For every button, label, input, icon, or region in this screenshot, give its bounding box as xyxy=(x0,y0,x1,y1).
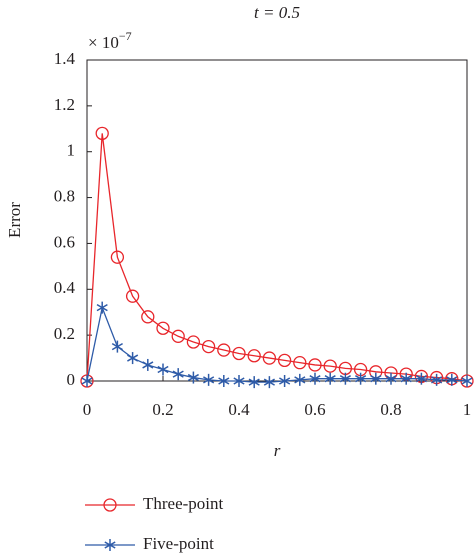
marker-stroke xyxy=(415,375,427,383)
x-tick-label: 0.6 xyxy=(304,400,325,419)
marker xyxy=(277,353,292,368)
marker-stroke xyxy=(248,378,260,386)
marker xyxy=(461,375,473,387)
marker-stroke xyxy=(385,375,397,383)
marker xyxy=(127,352,139,365)
marker-stroke xyxy=(187,373,199,382)
marker xyxy=(157,363,169,376)
marker xyxy=(187,371,199,384)
marker xyxy=(339,372,351,385)
marker-stroke xyxy=(370,375,382,383)
marker xyxy=(446,373,458,386)
marker-stroke xyxy=(355,375,367,383)
marker xyxy=(370,372,382,385)
marker xyxy=(201,339,216,354)
legend-label: Three-point xyxy=(143,494,224,513)
legend-label: Five-point xyxy=(143,534,214,553)
marker-stroke xyxy=(203,376,215,384)
x-tick-label: 0 xyxy=(83,400,92,419)
chart-title: t = 0.5 xyxy=(254,3,300,22)
marker xyxy=(104,539,116,551)
marker xyxy=(415,372,427,385)
marker xyxy=(308,358,322,372)
marker-stroke xyxy=(96,303,108,312)
y-tick-label: 0.8 xyxy=(54,186,75,205)
plot-frame xyxy=(86,59,468,382)
marker xyxy=(233,375,245,387)
marker xyxy=(263,376,275,389)
marker xyxy=(96,301,108,314)
marker-stroke xyxy=(127,354,139,362)
marker xyxy=(186,335,201,349)
marker xyxy=(110,250,125,264)
y-tick-label: 1.4 xyxy=(54,49,76,68)
marker xyxy=(203,373,215,386)
y-multiplier: × 10−7 xyxy=(88,29,132,52)
x-tick-label: 0.8 xyxy=(380,400,401,419)
marker xyxy=(279,375,291,387)
y-tick-label: 0.4 xyxy=(54,278,76,297)
marker-stroke xyxy=(111,342,123,351)
marker-stroke xyxy=(233,377,245,385)
marker xyxy=(125,289,140,303)
marker xyxy=(293,356,307,370)
marker-stroke xyxy=(324,375,336,383)
marker-stroke xyxy=(263,378,275,386)
marker xyxy=(156,321,170,335)
y-tick-label: 1 xyxy=(67,141,76,160)
marker xyxy=(309,372,321,385)
marker xyxy=(431,373,443,386)
marker-stroke xyxy=(81,377,93,385)
marker xyxy=(172,368,184,381)
marker-stroke xyxy=(339,375,351,383)
series-line xyxy=(86,133,468,382)
multiplier-exponent: −7 xyxy=(119,29,132,43)
marker xyxy=(95,126,109,141)
marker xyxy=(103,498,117,512)
marker-stroke xyxy=(400,375,412,383)
marker xyxy=(111,340,123,353)
marker xyxy=(355,372,367,385)
marker xyxy=(324,372,336,385)
marker xyxy=(400,372,412,385)
multiplier-base: × 10 xyxy=(88,33,119,52)
marker xyxy=(218,375,230,387)
marker xyxy=(217,343,231,357)
marker xyxy=(142,358,154,371)
marker-stroke xyxy=(294,376,306,384)
marker-stroke xyxy=(172,370,184,378)
marker-stroke xyxy=(279,377,291,385)
y-tick-label: 1.2 xyxy=(54,95,75,114)
y-tick-label: 0.2 xyxy=(54,324,75,343)
marker-stroke xyxy=(431,376,443,384)
y-tick-label: 0 xyxy=(67,370,76,389)
marker-stroke xyxy=(461,377,473,385)
marker-stroke xyxy=(446,376,458,384)
marker-stroke xyxy=(218,377,230,385)
marker-stroke xyxy=(157,365,169,374)
x-tick-label: 0.4 xyxy=(228,400,250,419)
series-line xyxy=(86,305,468,383)
marker xyxy=(262,351,277,365)
marker xyxy=(323,359,337,373)
marker-stroke xyxy=(142,361,154,369)
x-tick-label: 0.2 xyxy=(152,400,173,419)
marker xyxy=(232,346,246,361)
marker xyxy=(171,329,185,343)
marker xyxy=(141,310,155,324)
y-tick-label: 0.6 xyxy=(54,232,75,251)
marker-stroke xyxy=(309,375,321,383)
marker-stroke xyxy=(104,541,116,549)
x-axis-label: r xyxy=(274,441,281,460)
y-axis-label: Error xyxy=(5,202,24,238)
marker xyxy=(81,375,93,387)
x-tick-label: 1 xyxy=(463,400,472,419)
marker xyxy=(385,372,397,385)
marker xyxy=(294,373,306,386)
marker xyxy=(248,376,260,389)
marker xyxy=(247,349,261,363)
